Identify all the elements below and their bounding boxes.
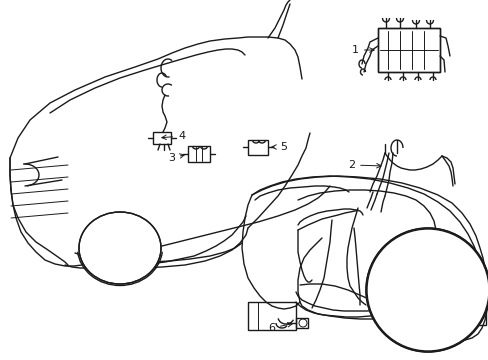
Bar — [377, 28, 439, 72]
Bar — [247, 302, 295, 330]
Bar — [153, 132, 171, 144]
Text: 1: 1 — [351, 45, 373, 55]
Bar — [108, 239, 153, 251]
Text: 5: 5 — [271, 142, 286, 152]
Text: 3: 3 — [168, 153, 184, 163]
Circle shape — [366, 229, 488, 351]
Ellipse shape — [79, 212, 161, 284]
Bar — [463, 290, 485, 325]
Bar — [187, 146, 209, 162]
Text: 4: 4 — [162, 131, 185, 141]
Text: 2: 2 — [347, 160, 380, 170]
Text: 6: 6 — [267, 323, 292, 333]
Bar — [295, 318, 307, 328]
Bar — [247, 140, 267, 155]
Bar — [377, 28, 439, 72]
